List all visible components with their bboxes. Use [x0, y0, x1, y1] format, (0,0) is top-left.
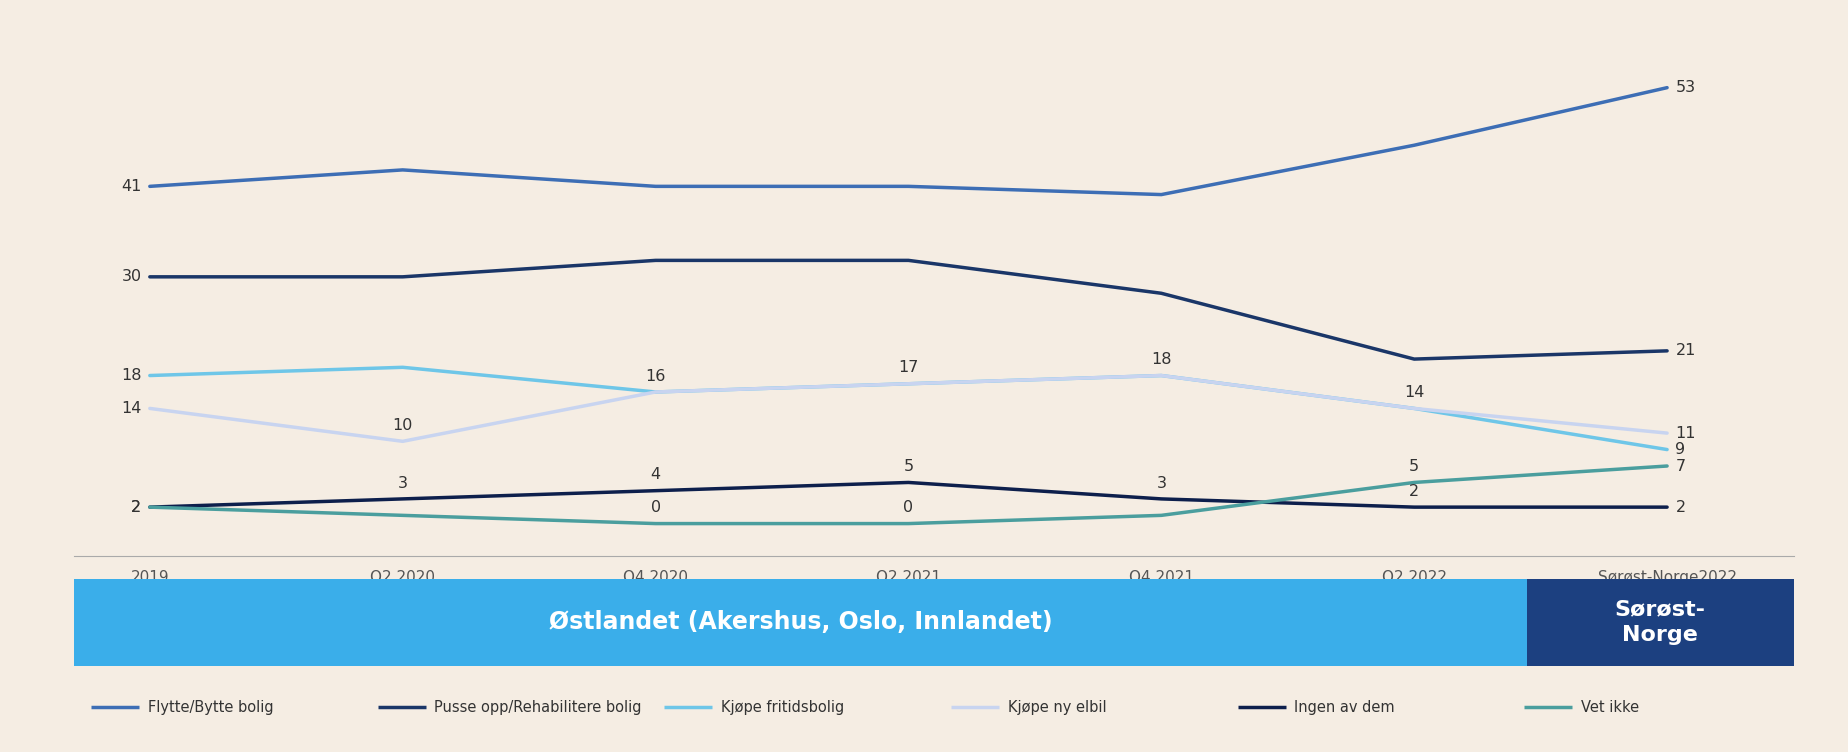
Text: 17: 17 — [898, 360, 918, 375]
Text: 14: 14 — [122, 401, 142, 416]
Text: 0: 0 — [904, 500, 913, 515]
Text: 4: 4 — [650, 467, 660, 482]
Text: 10: 10 — [392, 418, 412, 433]
Text: 2: 2 — [131, 499, 142, 514]
Text: Kjøpe ny elbil: Kjøpe ny elbil — [1007, 700, 1105, 714]
Text: 14: 14 — [1403, 385, 1423, 400]
Text: 30: 30 — [122, 269, 142, 284]
Text: 21: 21 — [1674, 344, 1695, 359]
Text: 7: 7 — [1674, 459, 1685, 474]
Text: 3: 3 — [397, 475, 407, 490]
Text: Flytte/Bytte bolig: Flytte/Bytte bolig — [148, 700, 274, 714]
Text: 2: 2 — [131, 499, 142, 514]
Text: Kjøpe fritidsbolig: Kjøpe fritidsbolig — [721, 700, 845, 714]
Text: 3: 3 — [1155, 475, 1166, 490]
Text: 11: 11 — [1674, 426, 1695, 441]
Text: 2: 2 — [1408, 484, 1419, 499]
Text: 53: 53 — [1674, 80, 1695, 96]
Text: Ingen av dem: Ingen av dem — [1294, 700, 1393, 714]
Text: Vet ikke: Vet ikke — [1580, 700, 1637, 714]
Text: 5: 5 — [904, 459, 913, 474]
Text: 18: 18 — [1151, 352, 1172, 367]
Text: 5: 5 — [1408, 459, 1419, 474]
Text: 9: 9 — [1674, 442, 1685, 457]
Text: 2: 2 — [1674, 499, 1685, 514]
Text: 0: 0 — [650, 500, 660, 515]
Text: 16: 16 — [645, 368, 665, 384]
Text: Østlandet (Akershus, Oslo, Innlandet): Østlandet (Akershus, Oslo, Innlandet) — [549, 611, 1052, 634]
Text: Pusse opp/Rehabilitere bolig: Pusse opp/Rehabilitere bolig — [434, 700, 641, 714]
Bar — [1526, 579, 1793, 666]
Text: Sørøst-
Norge: Sørøst- Norge — [1613, 599, 1706, 645]
Text: 41: 41 — [122, 179, 142, 194]
Text: 18: 18 — [120, 368, 142, 383]
Bar — [74, 579, 1526, 666]
